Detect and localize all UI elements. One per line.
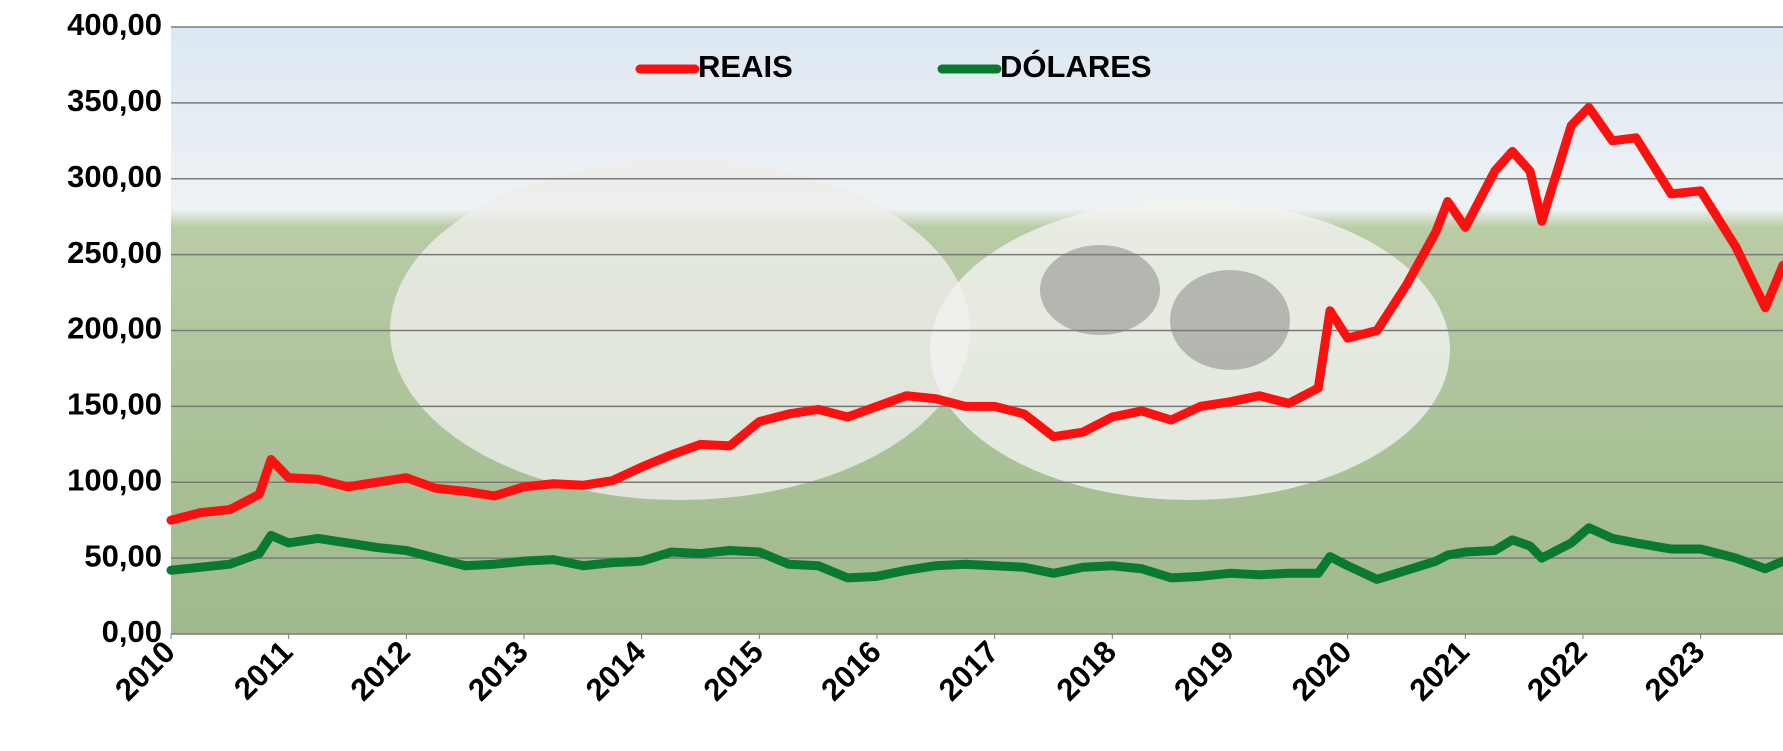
y-tick-label: 350,00 xyxy=(67,83,162,118)
x-tick-label: 2016 xyxy=(814,634,888,708)
y-tick-label: 400,00 xyxy=(67,7,162,42)
y-tick-label: 300,00 xyxy=(67,159,162,194)
y-tick-label: 100,00 xyxy=(67,462,162,497)
y-tick-label: 150,00 xyxy=(67,387,162,422)
x-tick-label: 2011 xyxy=(227,634,299,706)
x-tick-label: 2020 xyxy=(1285,634,1359,708)
chart: 0,0050,00100,00150,00200,00250,00300,003… xyxy=(0,0,1783,751)
legend-label: DÓLARES xyxy=(1000,48,1152,84)
x-tick-label: 2014 xyxy=(579,633,653,707)
page: 0,0050,00100,00150,00200,00250,00300,003… xyxy=(0,0,1783,751)
x-tick-label: 2023 xyxy=(1638,634,1712,708)
y-tick-label: 200,00 xyxy=(67,311,162,346)
x-tick-label: 2017 xyxy=(932,634,1006,708)
x-tick-label: 2022 xyxy=(1520,634,1594,708)
x-tick-label: 2021 xyxy=(1403,634,1477,708)
x-tick-label: 2013 xyxy=(461,634,535,708)
y-tick-label: 250,00 xyxy=(67,235,162,270)
y-tick-label: 50,00 xyxy=(84,538,162,573)
legend-label: REAIS xyxy=(698,49,793,84)
x-tick-label: 2015 xyxy=(697,634,771,708)
x-tick-label: 2012 xyxy=(344,634,418,708)
x-tick-label: 2018 xyxy=(1050,634,1124,708)
x-tick-label: 2019 xyxy=(1167,634,1241,708)
